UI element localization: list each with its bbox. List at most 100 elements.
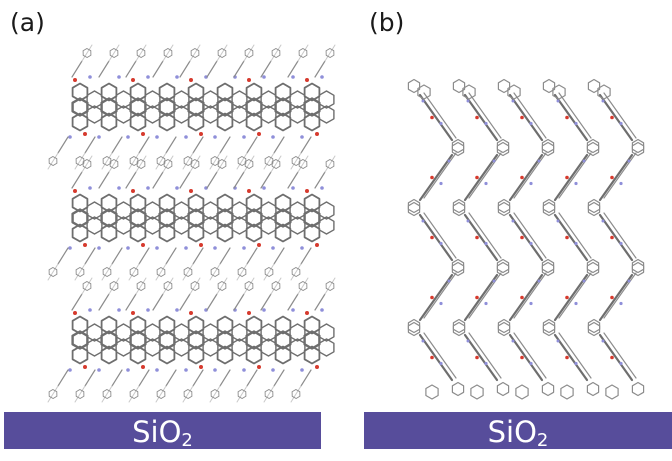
side-chain bbox=[189, 155, 201, 173]
nitrogen-atom bbox=[117, 75, 121, 79]
benzene-ring bbox=[325, 281, 335, 291]
side-chain bbox=[155, 385, 167, 403]
benzene-ring bbox=[631, 141, 645, 157]
core-backbone bbox=[558, 272, 592, 319]
oxygen-atom bbox=[141, 132, 145, 136]
panel-b-label: (b) bbox=[369, 8, 405, 37]
side-chain bbox=[209, 263, 221, 281]
benzene-ring bbox=[631, 138, 645, 154]
core-backbone bbox=[513, 92, 547, 139]
nitrogen-atom bbox=[68, 368, 72, 372]
nitrogen-atom bbox=[271, 368, 275, 372]
nitrogen-atom bbox=[439, 361, 443, 366]
nitrogen-atom bbox=[146, 308, 150, 312]
nitrogen-atom bbox=[320, 75, 324, 79]
side-chain bbox=[182, 385, 194, 403]
benzene-ring bbox=[303, 315, 321, 335]
nitrogen-atom bbox=[439, 121, 443, 126]
benzene-ring bbox=[587, 201, 601, 217]
nitrogen-atom bbox=[619, 241, 623, 246]
core-backbone bbox=[423, 92, 457, 139]
benzene-ring bbox=[100, 193, 118, 213]
panel-a-substrate-subscript: 2 bbox=[181, 430, 193, 451]
benzene-ring bbox=[102, 389, 112, 399]
oxygen-atom bbox=[565, 115, 569, 120]
core-backbone bbox=[603, 92, 637, 139]
benzene-ring bbox=[274, 193, 292, 213]
benzene-ring bbox=[496, 381, 510, 397]
side-chain bbox=[165, 369, 177, 387]
benzene-ring bbox=[244, 48, 254, 58]
benzene-ring bbox=[158, 193, 176, 213]
core-backbone bbox=[463, 333, 499, 382]
nitrogen-atom bbox=[184, 135, 188, 139]
oxygen-atom bbox=[257, 132, 261, 136]
oxygen-atom bbox=[565, 355, 569, 360]
side-chain bbox=[297, 277, 309, 295]
core-backbone bbox=[603, 152, 637, 199]
benzene-ring bbox=[587, 78, 601, 94]
benzene-ring bbox=[586, 261, 600, 277]
benzene-ring bbox=[451, 138, 465, 154]
benzene-ring bbox=[187, 82, 205, 102]
side-chain bbox=[270, 44, 282, 62]
benzene-ring bbox=[542, 78, 556, 94]
core-backbone bbox=[418, 93, 454, 142]
nitrogen-atom bbox=[574, 241, 578, 246]
benzene-ring bbox=[158, 315, 176, 335]
nitrogen-atom bbox=[601, 219, 605, 223]
side-chain bbox=[192, 136, 204, 154]
side-chain bbox=[111, 369, 123, 387]
side-chain bbox=[206, 60, 218, 78]
benzene-ring bbox=[71, 315, 89, 335]
benzene-ring bbox=[451, 141, 465, 157]
benzene-ring bbox=[216, 82, 234, 102]
side-chain bbox=[246, 247, 258, 265]
side-chain bbox=[297, 155, 309, 173]
nitrogen-atom bbox=[126, 368, 130, 372]
benzene-ring bbox=[129, 82, 147, 102]
nitrogen-atom bbox=[97, 368, 101, 372]
benzene-ring bbox=[298, 281, 308, 291]
core-backbone bbox=[513, 272, 547, 319]
nitrogen-atom bbox=[262, 186, 266, 190]
oxygen-atom bbox=[430, 175, 434, 180]
benzene-ring bbox=[136, 159, 146, 169]
oxygen-atom bbox=[141, 365, 145, 369]
nitrogen-atom bbox=[511, 99, 515, 103]
side-chain bbox=[152, 60, 164, 78]
oxygen-atom bbox=[565, 235, 569, 240]
benzene-ring bbox=[325, 159, 335, 169]
nitrogen-atom bbox=[439, 301, 443, 306]
side-chain bbox=[287, 171, 299, 189]
benzene-ring bbox=[586, 138, 600, 154]
benzene-ring bbox=[129, 315, 147, 335]
side-chain bbox=[246, 369, 258, 387]
side-chain bbox=[273, 247, 285, 265]
benzene-ring bbox=[129, 267, 139, 277]
side-chain bbox=[192, 369, 204, 387]
benzene-ring bbox=[451, 261, 465, 277]
side-chain bbox=[179, 60, 191, 78]
nitrogen-atom bbox=[291, 186, 295, 190]
oxygen-atom bbox=[610, 115, 614, 120]
benzene-ring bbox=[586, 141, 600, 157]
nitrogen-atom bbox=[213, 368, 217, 372]
core-backbone bbox=[423, 212, 457, 259]
oxygen-atom bbox=[131, 189, 135, 193]
benzene-ring bbox=[156, 156, 166, 166]
nitrogen-atom bbox=[601, 339, 605, 343]
benzene-ring bbox=[156, 389, 166, 399]
nitrogen-atom bbox=[574, 181, 578, 186]
side-chain bbox=[152, 293, 164, 311]
side-chain bbox=[287, 293, 299, 311]
benzene-ring bbox=[298, 48, 308, 58]
nitrogen-atom bbox=[242, 246, 246, 250]
nitrogen-atom bbox=[291, 308, 295, 312]
benzene-ring bbox=[586, 381, 600, 397]
oxygen-atom bbox=[73, 189, 77, 193]
benzene-ring bbox=[541, 141, 555, 157]
benzene-ring bbox=[452, 318, 466, 334]
panel-a-molecular-layers bbox=[47, 44, 336, 403]
core-backbone bbox=[463, 93, 499, 142]
